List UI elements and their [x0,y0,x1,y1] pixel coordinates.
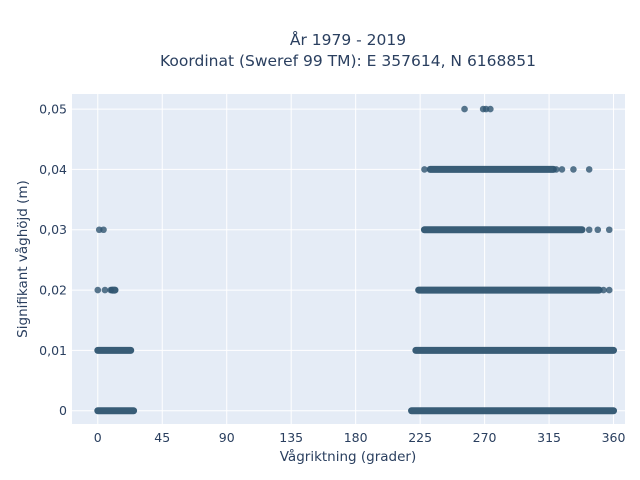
x-tick-label: 270 [473,430,497,445]
data-points [94,105,618,415]
x-tick-label: 225 [408,430,432,445]
data-point [570,166,577,173]
data-point [552,166,560,173]
y-axis-ticks: 0 0,01 0,02 0,03 0,04 0,05 [39,102,67,419]
y-tick-label: 0,04 [39,162,67,177]
y-tick-label: 0,03 [39,222,67,237]
data-point [605,226,613,234]
plot-area [72,94,625,424]
data-point [558,166,566,173]
data-point [585,226,593,234]
x-axis-title: Vågriktning (grader) [280,448,417,465]
y-tick-label: 0,05 [39,102,67,117]
chart-title-line-1: År 1979 - 2019 [290,30,406,49]
data-point [100,226,107,234]
y-axis-title: Signifikant våghöjd (m) [14,180,31,338]
x-tick-label: 360 [602,430,626,445]
x-tick-label: 0 [94,430,102,445]
y-tick-label: 0,02 [39,283,67,298]
x-tick-label: 180 [344,430,368,445]
x-tick-label: 90 [219,430,235,445]
x-axis-ticks: 0 45 90 135 180 225 270 315 360 [94,430,626,445]
data-point [594,226,602,234]
y-tick-label: 0,01 [39,343,67,358]
data-point [94,286,102,294]
data-point [461,105,468,113]
x-tick-label: 45 [154,430,170,445]
chart-title-line-2: Koordinat (Sweref 99 TM): E 357614, N 61… [160,52,536,70]
data-point [600,286,607,294]
data-point [605,286,613,294]
x-tick-label: 135 [279,430,303,445]
data-point [487,105,494,113]
data-point [101,286,109,294]
data-point [585,166,593,173]
data-point [421,166,428,173]
data-point [107,286,114,294]
y-tick-label: 0 [59,403,67,418]
x-tick-label: 315 [537,430,561,445]
